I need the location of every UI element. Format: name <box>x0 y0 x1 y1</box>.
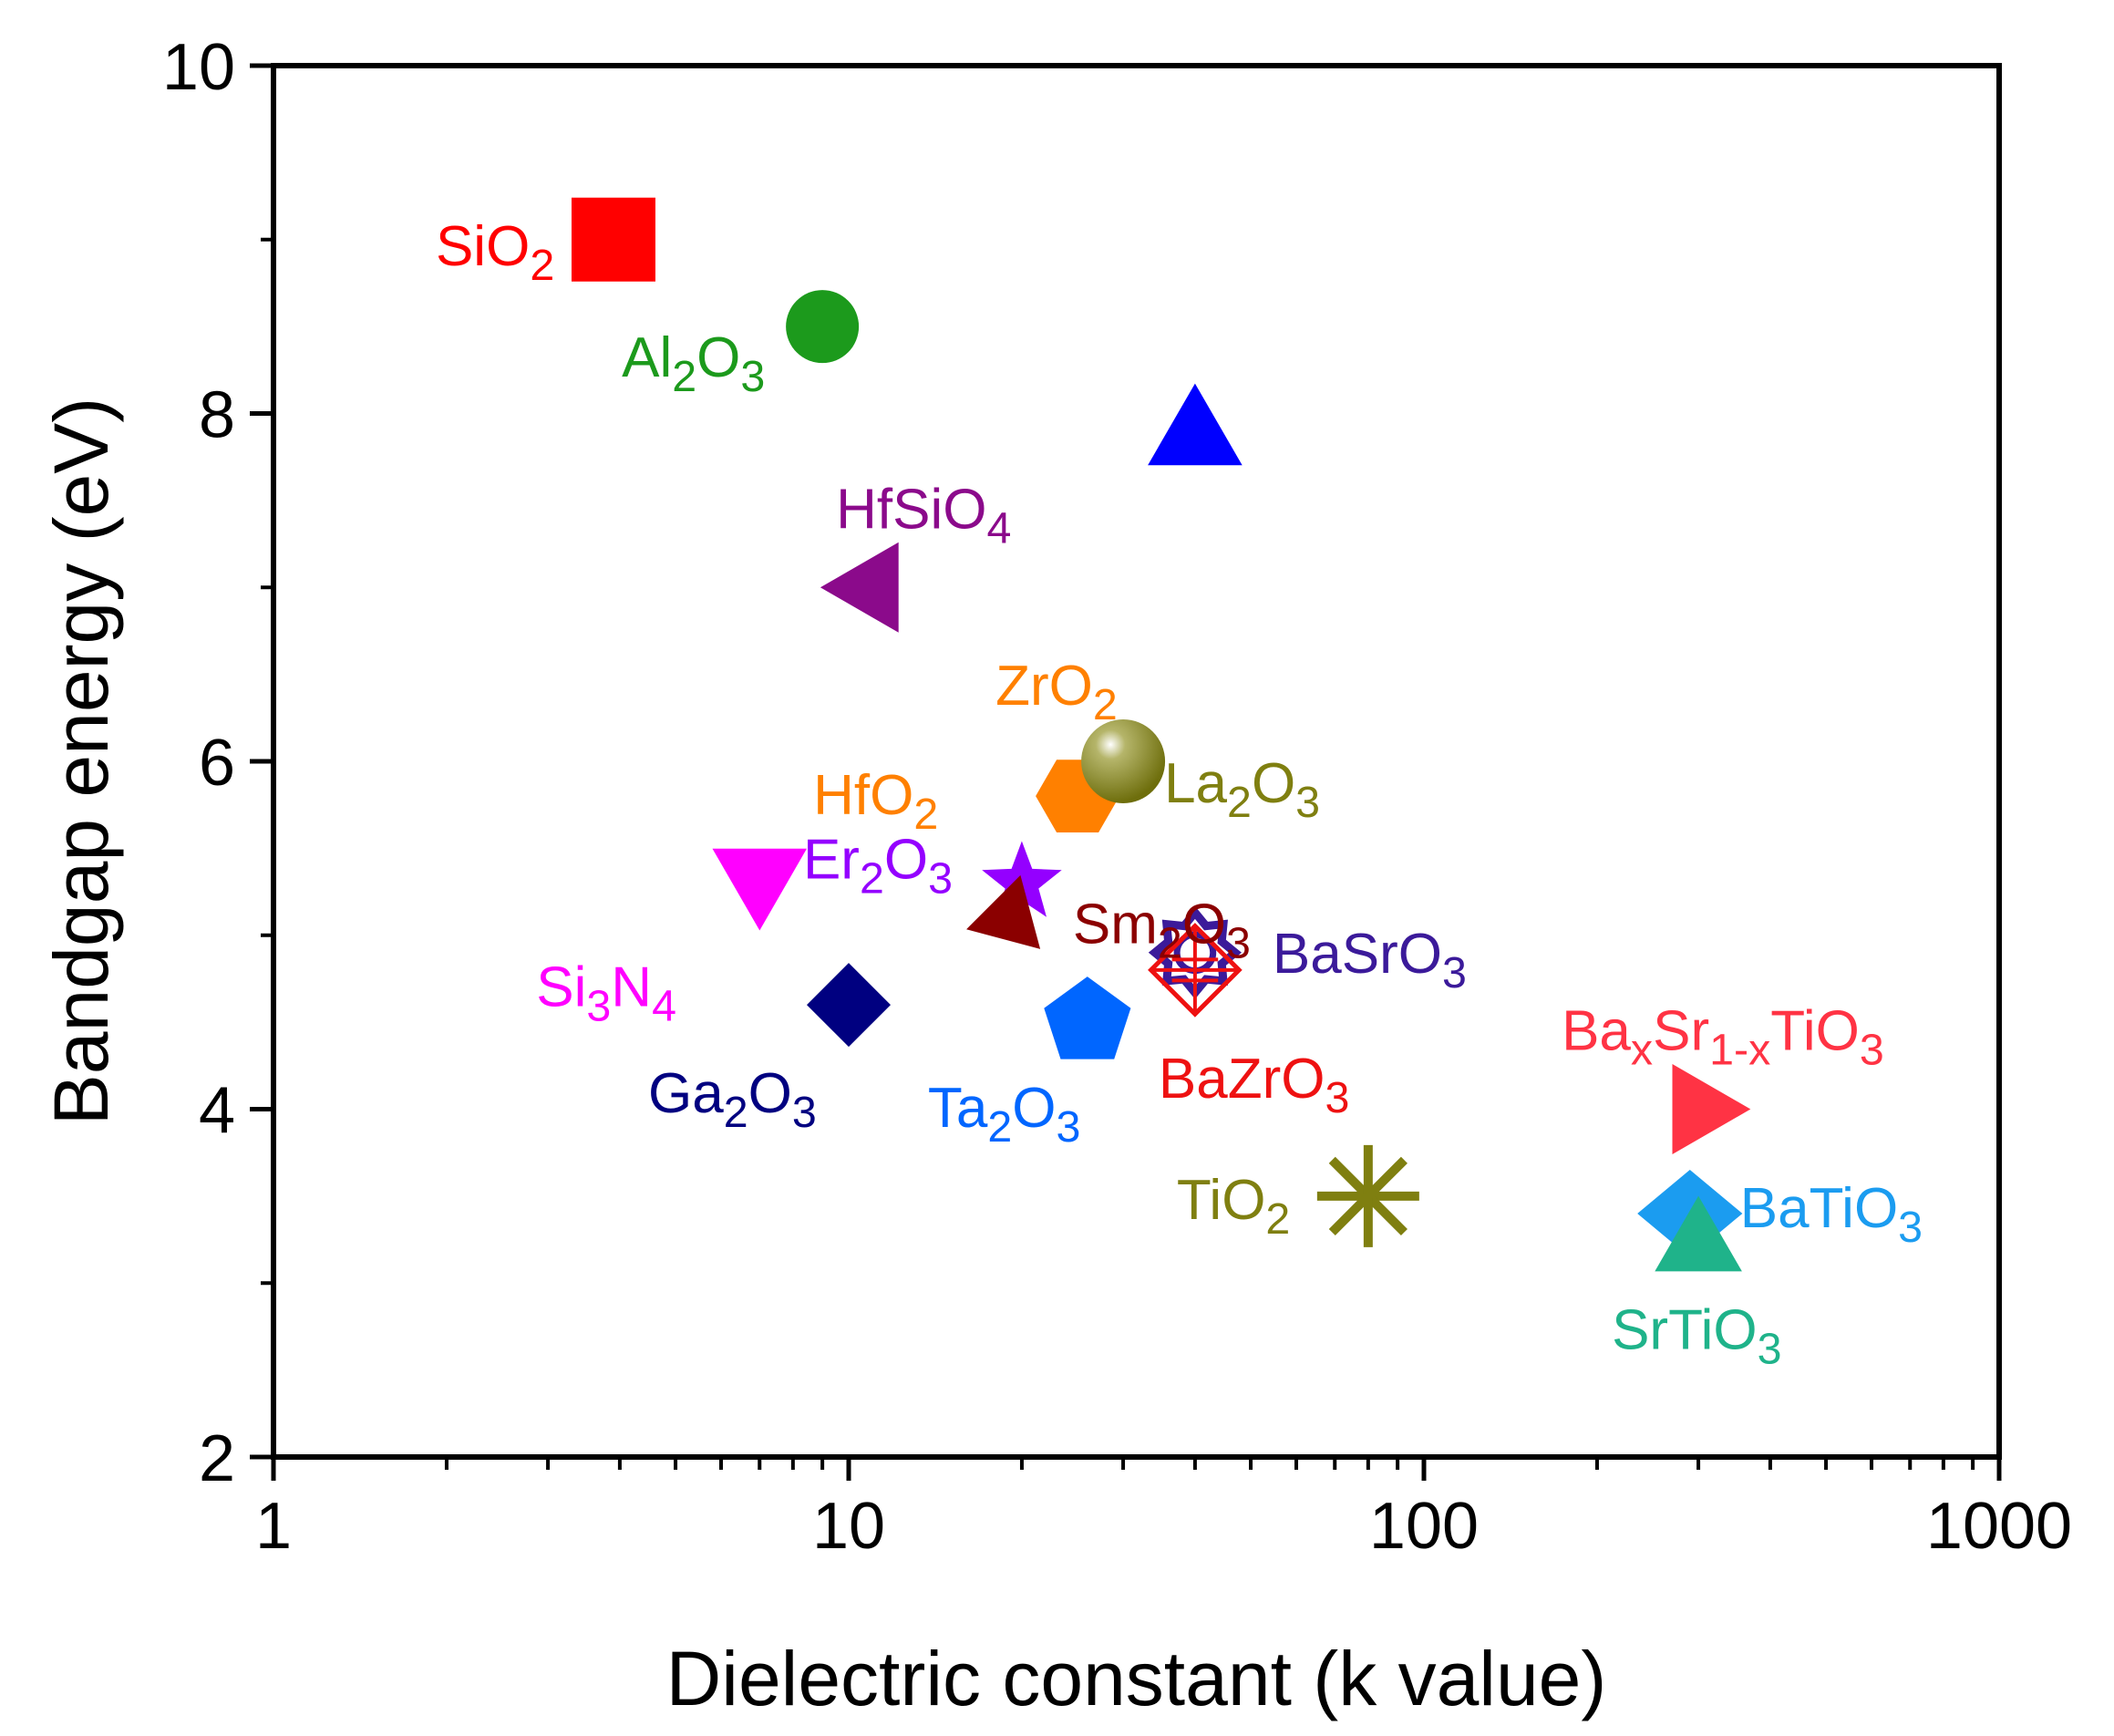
label-part: 3 <box>1226 919 1251 968</box>
marker-srtio3 <box>1655 1195 1742 1272</box>
label-al2o3: Al2O3 <box>622 326 765 401</box>
label-part: 3 <box>928 854 953 904</box>
label-part: 2 <box>724 1088 748 1137</box>
label-part: Ba <box>1562 1000 1631 1063</box>
marker-si3n4 <box>712 848 807 931</box>
label-la2o3: La2O3 <box>1164 752 1320 827</box>
label-part: N <box>611 956 652 1019</box>
label-part: BaSrO <box>1273 923 1442 986</box>
label-part: x <box>1631 1026 1653 1075</box>
label-part: 2 <box>1158 919 1182 968</box>
label-part: 3 <box>1295 778 1320 827</box>
x-tick-label: 10 <box>812 1490 885 1563</box>
label-part: 3 <box>740 352 765 401</box>
label-part: 2 <box>530 241 554 290</box>
marker-ta2o3 <box>1044 976 1131 1059</box>
marker-sm2o3 <box>966 874 1041 949</box>
label-part: 2 <box>860 854 884 904</box>
label-part: TiO <box>1177 1169 1266 1232</box>
label-sio2: SiO2 <box>436 215 554 290</box>
label-part: La <box>1164 752 1227 815</box>
label-part: SrTiO <box>1612 1299 1758 1362</box>
x-tick-label: 1000 <box>1926 1490 2072 1563</box>
label-part: 2 <box>1093 680 1118 729</box>
label-part: Sr <box>1653 1000 1709 1063</box>
label-basro3: BaSrO3 <box>1273 923 1467 997</box>
label-zro2: ZrO2 <box>995 655 1118 729</box>
label-part: 4 <box>986 503 1011 553</box>
label-part: O <box>696 326 740 389</box>
label-part: Er <box>803 829 860 892</box>
x-tick-label: 100 <box>1369 1490 1479 1563</box>
y-tick-label: 2 <box>199 1422 235 1495</box>
y-tick-label: 4 <box>199 1075 235 1148</box>
label-part: 3 <box>1442 948 1467 997</box>
label-part: O <box>884 829 928 892</box>
label-batio3: BaTiO3 <box>1740 1177 1923 1252</box>
label-hfsio4: HfSiO4 <box>836 478 1011 553</box>
label-part: 3 <box>1860 1026 1884 1075</box>
marker-er2o3 <box>982 841 1062 917</box>
axis-ticks: 1 10 100 1000 2 4 6 8 10 <box>162 31 2072 1563</box>
label-part: 3 <box>1056 1102 1080 1152</box>
marker-bastio3 <box>1672 1064 1751 1154</box>
label-part: 2 <box>672 352 696 401</box>
y-tick-label: 8 <box>199 379 235 452</box>
marker-la2o3 <box>1081 719 1166 803</box>
label-part: Sm <box>1073 894 1158 956</box>
label-part: BaTiO <box>1740 1177 1898 1240</box>
marker-unlabeled-blue <box>1148 383 1243 466</box>
label-part: Ga <box>648 1062 724 1125</box>
marker-sio2 <box>571 197 655 282</box>
y-tick-label: 6 <box>199 727 235 800</box>
label-part: O <box>1182 894 1226 956</box>
marker-tio2 <box>1316 1144 1419 1247</box>
marker-hfsio4 <box>820 542 899 633</box>
label-part: Ta <box>928 1077 988 1140</box>
label-part: 3 <box>586 982 611 1031</box>
label-bastio3: BaxSr1-xTiO3 <box>1562 1000 1884 1075</box>
marker-ga2o3 <box>807 963 891 1048</box>
y-tick-label: 10 <box>162 31 235 104</box>
label-part: BaZrO <box>1159 1048 1325 1111</box>
marker-bazro3 <box>1148 923 1243 1018</box>
label-part: 2 <box>1265 1194 1290 1244</box>
label-part: TiO <box>1770 1000 1860 1063</box>
label-part: 2 <box>1227 778 1252 827</box>
label-ta2o3: Ta2O3 <box>928 1077 1081 1152</box>
label-part: ZrO <box>995 655 1093 718</box>
label-part: HfSiO <box>836 478 986 541</box>
label-part: 2 <box>987 1102 1012 1152</box>
label-hfo2: HfO2 <box>813 764 938 839</box>
y-axis-title: Bandgap energy (eV) <box>38 398 124 1126</box>
label-tio2: TiO2 <box>1177 1169 1290 1244</box>
label-part: Si <box>536 956 586 1019</box>
label-part: 3 <box>1898 1203 1923 1252</box>
label-part: Al <box>622 326 672 389</box>
label-part: 4 <box>652 982 676 1031</box>
label-bazro3: BaZrO3 <box>1159 1048 1350 1122</box>
label-part: 1-x <box>1709 1026 1770 1075</box>
label-part: O <box>1252 752 1295 815</box>
label-part: 3 <box>792 1088 817 1137</box>
x-axis-title: Dielectric constant (k value) <box>666 1636 1607 1721</box>
x-tick-label: 1 <box>255 1490 292 1563</box>
label-part: 3 <box>1758 1325 1782 1374</box>
label-er2o3: Er2O3 <box>803 829 953 904</box>
label-si3n4: Si3N4 <box>536 956 676 1031</box>
label-sm2o3: Sm2O3 <box>1073 894 1251 968</box>
label-part: 3 <box>1325 1073 1349 1122</box>
marker-al2o3 <box>786 290 860 364</box>
label-part: SiO <box>436 215 530 278</box>
label-part: O <box>748 1062 792 1125</box>
markers-layer <box>571 197 1751 1272</box>
label-part: O <box>1012 1077 1056 1140</box>
label-ga2o3: Ga2O3 <box>648 1062 817 1137</box>
label-part: HfO <box>813 764 913 827</box>
label-srtio3: SrTiO3 <box>1612 1299 1781 1374</box>
label-part: 2 <box>913 790 938 839</box>
